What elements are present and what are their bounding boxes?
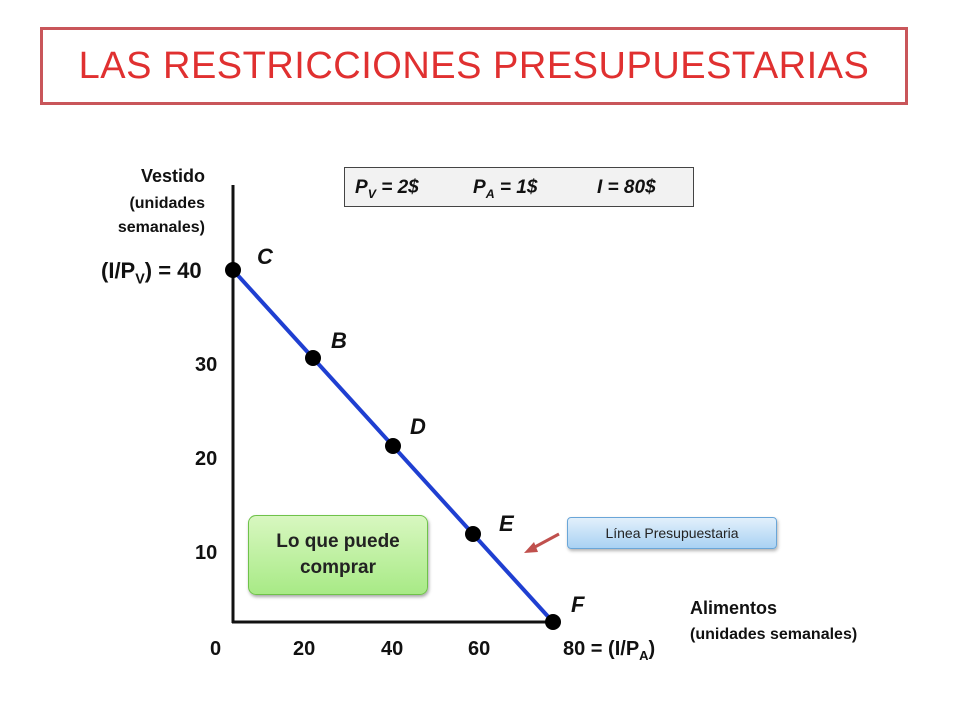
point-label-e: E [499, 511, 514, 536]
x-intercept-close: ) [648, 638, 656, 660]
page-title: LAS RESTRICCIONES PRESUPUESTARIAS [78, 44, 870, 87]
callout-arrow [532, 532, 560, 550]
price-alimentos-symbol: P [473, 177, 486, 198]
callout-arrow-head [524, 542, 538, 553]
point-c [225, 262, 241, 278]
point-e [465, 526, 481, 542]
price-vestido-value: = 2$ [375, 177, 419, 198]
y-tick-10: 10 [195, 542, 218, 564]
price-vestido-symbol: P [355, 177, 368, 198]
point-f [545, 614, 561, 630]
y-axis-label-line3: semanales) [117, 219, 205, 236]
x-axis-label-line2: (unidades semanales) [690, 626, 858, 643]
price-alimentos-subscript: A [485, 186, 495, 201]
feasible-set-label-line1: Lo que puede [276, 531, 400, 552]
price-income-box: PV = 2$ PA = 1$ I = 80$ [344, 167, 694, 207]
price-vestido-subscript: V [367, 186, 376, 201]
point-b [305, 350, 321, 366]
y-intercept-label: (I/PV) = 40 [101, 258, 202, 287]
x-axis-label-line1: Alimentos [690, 598, 778, 618]
x-intercept-subscript: A [639, 648, 649, 663]
x-intercept-label: 80 = (I/PA) [563, 638, 655, 663]
income-value: I = 80$ [597, 177, 656, 198]
feasible-set-label-box: Lo que puede comprar [248, 515, 428, 595]
y-intercept-close: ) = 40 [144, 258, 202, 283]
budget-line-callout: Línea Presupuestaria [567, 517, 777, 549]
point-d [385, 438, 401, 454]
price-alimentos-value: = 1$ [494, 177, 538, 198]
title-box: LAS RESTRICCIONES PRESUPUESTARIAS [40, 27, 908, 105]
feasible-set-label-line2: comprar [299, 557, 377, 578]
x-tick-20: 20 [293, 638, 316, 660]
y-axis-label-line2: (unidades [129, 195, 205, 212]
point-label-b: B [331, 328, 347, 353]
point-label-d: D [410, 414, 426, 439]
y-tick-30: 30 [195, 354, 218, 376]
y-intercept-subscript: V [135, 271, 145, 288]
point-label-c: C [257, 244, 273, 269]
y-axis-label-line1: Vestido [140, 166, 205, 186]
price-vestido: PV = 2$ [355, 177, 419, 201]
x-tick-40: 40 [381, 638, 404, 660]
x-tick-60: 60 [468, 638, 491, 660]
points-layer [225, 262, 561, 630]
x-tick-0: 0 [210, 638, 222, 660]
x-intercept-open: 80 = (I/P [563, 638, 640, 660]
price-alimentos: PA = 1$ [473, 177, 537, 201]
y-tick-20: 20 [195, 448, 218, 470]
point-label-f: F [571, 592, 585, 617]
y-intercept-open: (I/P [101, 258, 136, 283]
